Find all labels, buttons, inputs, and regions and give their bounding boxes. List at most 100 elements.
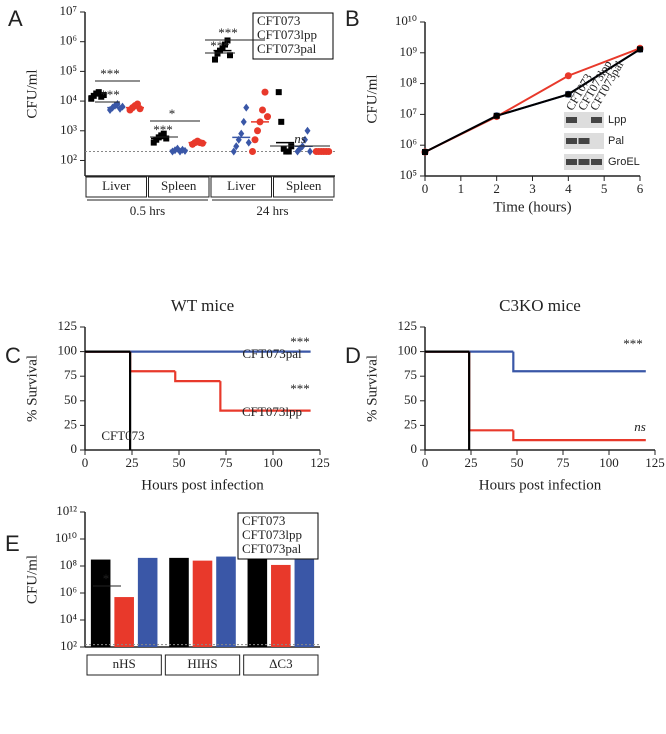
x-axis-label: Time (hours) (493, 199, 571, 215)
x-tick-label: 125 (310, 455, 330, 470)
series-label: CFT073 (101, 428, 144, 443)
marker (275, 89, 282, 96)
marker (222, 41, 228, 48)
category-box (243, 654, 319, 676)
y-tick-label: 10¹⁰ (395, 13, 417, 28)
y-tick-label: 10¹² (56, 503, 77, 518)
marker (100, 92, 107, 99)
chart-title: WT mice (171, 296, 234, 315)
marker (261, 88, 269, 96)
x-tick-label: 6 (637, 181, 644, 196)
marker (565, 91, 572, 98)
y-tick-label: 10⁸ (59, 557, 77, 572)
annotation: ns (294, 131, 306, 146)
x-tick-label: Spleen (161, 178, 197, 193)
series-label: CFT073lpp (242, 404, 302, 419)
bar (114, 597, 134, 647)
y-tick-label: 10⁷ (59, 3, 77, 18)
blot-band (566, 138, 577, 144)
group-label: 0.5 hrs (130, 203, 165, 218)
y-tick-label: 0 (71, 441, 78, 456)
blot-band (591, 159, 602, 165)
category-box (210, 176, 272, 198)
x-tick-label: 3 (529, 181, 536, 196)
marker (254, 127, 261, 135)
marker (233, 142, 240, 151)
x-tick-label: 0 (422, 181, 429, 196)
panel-letter: A (8, 6, 23, 31)
y-tick-label: 10⁵ (59, 62, 77, 77)
legend-entry: CFT073lpp (242, 527, 302, 542)
y-tick-label: 10⁷ (399, 105, 417, 120)
panel-letter: D (345, 343, 361, 368)
legend-entry: CFT073 (242, 513, 285, 528)
y-tick-label: 125 (398, 318, 418, 333)
x-tick-label: 5 (601, 181, 608, 196)
x-tick-label: Liver (227, 178, 256, 193)
x-axis-label: Hours post infection (141, 477, 264, 493)
inset-label: GroEL (608, 156, 640, 168)
x-tick-label: 75 (220, 455, 233, 470)
marker (564, 72, 572, 80)
marker (304, 126, 311, 135)
bar (271, 564, 291, 647)
legend-entry: CFT073lpp (257, 27, 317, 42)
bar (294, 559, 315, 647)
marker (493, 112, 500, 119)
marker (422, 149, 428, 156)
blot-band (566, 117, 577, 123)
panel-letter: C (5, 343, 21, 368)
legend-box (237, 512, 319, 560)
y-tick-label: 10² (60, 151, 77, 166)
y-tick-label: 75 (64, 367, 77, 382)
y-axis-label: CFU/ml (24, 69, 40, 118)
x-tick-label: HIHS (187, 656, 217, 671)
group-label: 24 hrs (256, 203, 288, 218)
panel-letter: E (5, 531, 20, 556)
marker (243, 103, 250, 112)
x-tick-label: Spleen (286, 178, 322, 193)
y-axis-label: % Survival (24, 355, 40, 422)
annotation: * (103, 571, 110, 586)
bar (192, 560, 213, 647)
annotation: *** (290, 334, 310, 349)
annotation: *** (623, 336, 643, 351)
inset-label: Lpp (608, 114, 626, 126)
y-axis-label: % Survival (364, 355, 380, 422)
x-tick-label: ΔC3 (269, 656, 293, 671)
y-tick-label: 100 (398, 343, 418, 358)
marker (245, 138, 252, 147)
x-tick-label: 125 (645, 455, 665, 470)
panel-letter: B (345, 6, 360, 31)
x-tick-label: nHS (113, 656, 136, 671)
marker (285, 148, 292, 155)
x-tick-label: 0 (82, 455, 89, 470)
annotation: *** (153, 122, 173, 137)
x-tick-label: 0 (422, 455, 429, 470)
blot-band (578, 138, 590, 144)
marker (219, 45, 226, 52)
y-tick-label: 25 (404, 416, 417, 431)
marker (278, 118, 285, 125)
annotation: *** (290, 381, 310, 396)
annotation: ns (634, 419, 646, 434)
y-tick-label: 10⁸ (399, 75, 417, 90)
y-axis-label: CFU/ml (24, 555, 40, 604)
y-tick-label: 10⁴ (59, 611, 77, 626)
y-tick-label: 10² (60, 638, 77, 653)
category-box (86, 654, 162, 676)
annotation: *** (210, 38, 230, 53)
blot-row (564, 112, 604, 128)
y-tick-label: 0 (411, 441, 418, 456)
bar (137, 557, 158, 647)
x-tick-label: 25 (465, 455, 478, 470)
marker (238, 129, 245, 138)
x-tick-label: 25 (126, 455, 139, 470)
marker (230, 147, 237, 156)
chart-title: C3KO mice (499, 296, 581, 315)
marker (240, 117, 247, 126)
category-box (164, 654, 241, 676)
survival-step (468, 351, 514, 432)
legend-box (252, 12, 334, 60)
inset-label: Pal (608, 135, 624, 147)
